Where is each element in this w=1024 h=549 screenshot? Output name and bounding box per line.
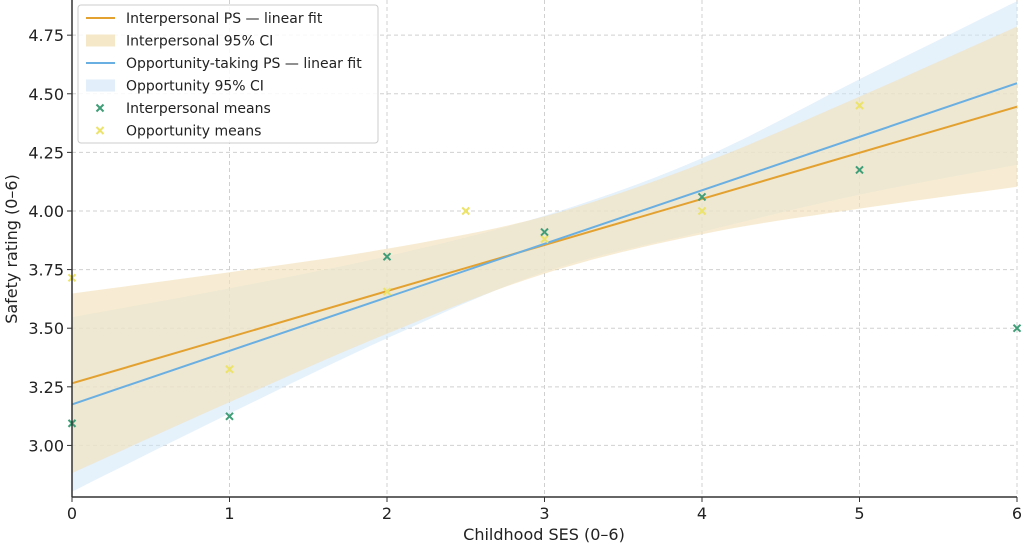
interpersonal-mean-point <box>697 192 707 202</box>
opportunity-mean-point <box>697 206 707 216</box>
legend-marker-swatch <box>95 103 105 113</box>
opportunity-mean-point <box>382 287 392 296</box>
interpersonal-fit-line <box>71 105 1018 385</box>
legend-band-swatch <box>86 79 115 92</box>
x-tick-label: 6 <box>1012 504 1022 523</box>
opportunity-mean-point <box>540 234 549 244</box>
interpersonal-mean-point <box>382 252 392 261</box>
y-tick-label: 4.50 <box>28 85 64 104</box>
scatter-points <box>67 101 1022 428</box>
legend-label: Opportunity means <box>126 124 261 140</box>
y-tick-label: 4.75 <box>28 26 64 45</box>
x-tick-label: 5 <box>854 504 864 523</box>
y-tick-label: 3.75 <box>28 261 64 280</box>
x-axis-label: Childhood SES (0–6) <box>463 525 625 544</box>
legend-label: Opportunity 95% CI <box>126 79 264 95</box>
legend-label: Opportunity-taking PS — linear fit <box>126 56 362 72</box>
opportunity-mean-point <box>855 101 864 110</box>
opportunity-mean-point <box>225 365 234 374</box>
axes: 0 1 2 3 4 5 6 3.00 3.25 3.50 3.75 4.00 4.25 4.50 4.75 <box>28 0 1022 523</box>
x-tick-label: 3 <box>539 504 549 523</box>
opportunity-fit-line <box>71 82 1018 406</box>
legend-label: Interpersonal means <box>126 101 271 117</box>
x-tick-label: 2 <box>382 504 392 523</box>
y-tick-label: 3.25 <box>28 378 64 397</box>
legend-band-swatch <box>86 34 115 47</box>
x-tick-label: 0 <box>67 504 77 523</box>
legend-label: Interpersonal PS — linear fit <box>126 11 323 27</box>
interpersonal-mean-point <box>225 412 234 421</box>
y-axis-label: Safety rating (0–6) <box>2 174 21 324</box>
fit-lines <box>71 82 1018 406</box>
y-tick-label: 4.25 <box>28 143 64 162</box>
y-tick-label: 4.00 <box>28 202 64 221</box>
legend-marker-swatch <box>95 126 105 135</box>
opportunity-mean-point <box>461 206 470 216</box>
legend-label: Interpersonal 95% CI <box>126 34 273 50</box>
x-tick-label: 4 <box>697 504 707 523</box>
interpersonal-ci-band <box>72 26 1017 474</box>
interpersonal-mean-point <box>1012 324 1022 333</box>
y-tick-label: 3.00 <box>28 436 64 455</box>
y-tick-label: 3.50 <box>28 319 64 338</box>
legend-box <box>77 4 379 144</box>
legend: Interpersonal PS — linear fit Interperson… <box>77 4 379 144</box>
interpersonal-mean-point <box>540 227 549 237</box>
x-tick-label: 1 <box>224 504 234 523</box>
interpersonal-mean-point <box>855 165 864 175</box>
ci-bands <box>72 1 1017 492</box>
